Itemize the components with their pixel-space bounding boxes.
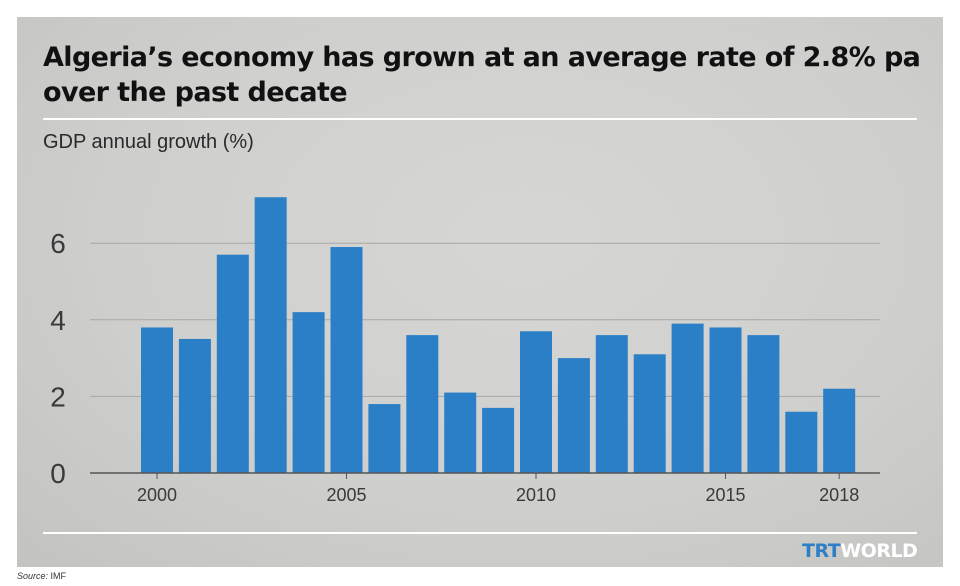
bar-2016 <box>747 335 780 473</box>
bar-2007 <box>406 335 439 473</box>
bar-2009 <box>482 407 515 473</box>
bar-2002 <box>216 254 249 473</box>
title-divider <box>43 118 917 120</box>
bar-2010 <box>520 331 552 473</box>
bar-2000 <box>141 327 173 473</box>
logo-trt: TRT <box>802 540 841 562</box>
bar-2005 <box>330 247 363 473</box>
bar-2018 <box>823 388 856 473</box>
bar-2015 <box>709 327 742 473</box>
y-axis-label: GDP annual growth (%) <box>43 131 254 153</box>
x-tick-label-2015: 2015 <box>705 485 745 505</box>
logo-world: WORLD <box>840 540 918 562</box>
source-label: Source: <box>17 571 49 581</box>
y-tick-label-2: 2 <box>50 381 66 412</box>
y-tick-label-0: 0 <box>50 458 66 489</box>
bar-2014 <box>671 323 704 473</box>
chart-title: Algeria’s economy has grown at an averag… <box>43 42 921 108</box>
bar-2004 <box>292 312 325 473</box>
trt-world-logo: TRTWORLD <box>802 540 918 562</box>
x-tick-label-2018: 2018 <box>819 485 859 505</box>
source-note: Source: IMF <box>17 571 66 581</box>
y-tick-label-6: 6 <box>50 228 66 259</box>
source-value: IMF <box>50 571 67 581</box>
bar-2011 <box>557 358 590 473</box>
bar-2017 <box>785 411 818 473</box>
bar-2012 <box>595 335 628 473</box>
x-tick-label-2000: 2000 <box>137 485 177 505</box>
footer-divider <box>43 532 917 534</box>
x-tick-label-2010: 2010 <box>516 485 556 505</box>
chart-panel <box>17 17 943 567</box>
y-tick-label-4: 4 <box>50 305 66 336</box>
bar-2013 <box>633 354 666 473</box>
bar-2001 <box>178 338 211 473</box>
bar-2008 <box>444 392 477 473</box>
bar-2003 <box>254 197 287 474</box>
bar-2006 <box>368 404 401 473</box>
x-tick-label-2005: 2005 <box>326 485 366 505</box>
